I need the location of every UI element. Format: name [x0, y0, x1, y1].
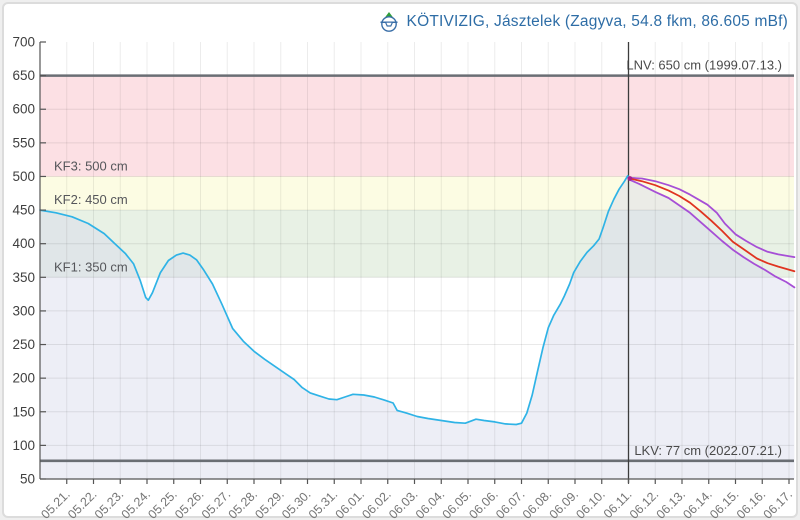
water-level-chart: LNV: 650 cm (1999.07.13.) LKV: 77 cm (202…: [12, 35, 796, 520]
kf-threshold-label: KF1: 350 cm: [54, 259, 128, 274]
y-tick-label: 200: [12, 371, 35, 386]
y-tick-label: 50: [20, 472, 35, 487]
kf-threshold-label: KF3: 500 cm: [54, 158, 128, 173]
forecast-median-line: [628, 177, 796, 273]
y-tick-label: 500: [12, 169, 35, 184]
y-tick-label: 550: [12, 135, 35, 150]
kf-threshold-label: KF2: 450 cm: [54, 192, 128, 207]
LNV-label: LNV: 650 cm (1999.07.13.): [626, 58, 782, 73]
forecast-lower-line: [628, 178, 796, 289]
y-tick-label: 700: [12, 35, 35, 50]
observed-level-line: [39, 174, 631, 426]
forecast-upper-line: [628, 176, 796, 258]
kf2-zone-band: [40, 176, 794, 211]
level-area-fill: [40, 175, 795, 480]
station-title: KÖTIVIZIG, Jásztelek (Zagyva, 54.8 fkm, …: [406, 13, 788, 30]
y-tick-label: 150: [12, 404, 35, 419]
y-tick-label: 100: [12, 438, 35, 453]
y-tick-label: 400: [12, 236, 35, 251]
y-tick-label: 250: [12, 337, 35, 352]
LKV-label: LKV: 77 cm (2022.07.21.): [634, 443, 782, 458]
forecast-start-marker: [627, 176, 633, 181]
chart-header: KÖTIVIZIG, Jásztelek (Zagyva, 54.8 fkm, …: [378, 11, 788, 33]
x-tick-label: 06.10.: [573, 487, 607, 520]
water-gauge-station-icon: [380, 12, 398, 32]
kf3-zone-band: [40, 75, 794, 177]
y-tick-label: 350: [12, 270, 35, 285]
x-tick-label: 06.17.: [761, 487, 795, 520]
y-tick-label: 650: [12, 68, 35, 83]
y-tick-label: 450: [12, 203, 35, 218]
y-tick-label: 600: [12, 102, 35, 117]
y-tick-label: 300: [12, 303, 35, 318]
